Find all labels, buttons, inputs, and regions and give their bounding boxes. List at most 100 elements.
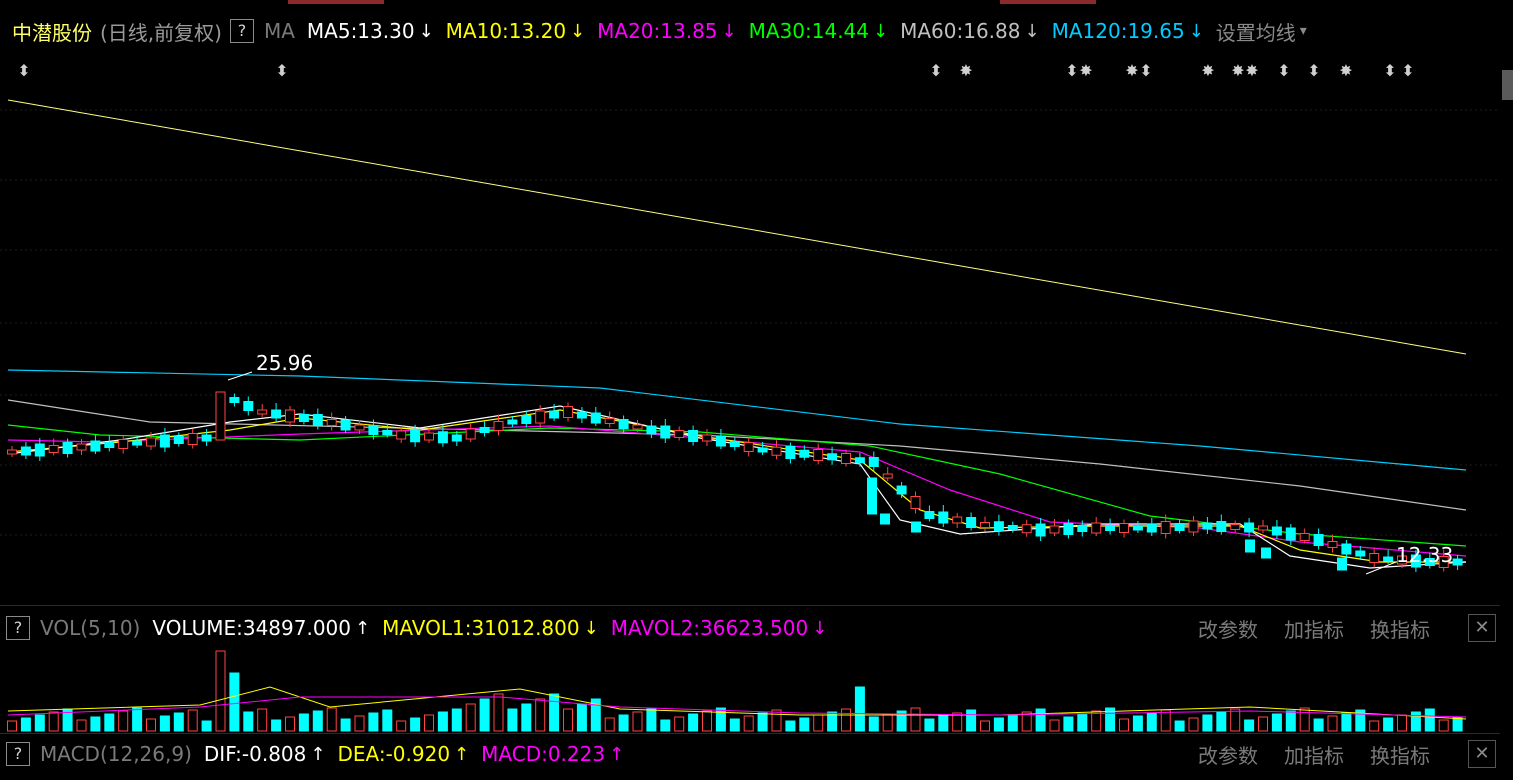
volume-bar [924, 718, 935, 732]
candle-body [1216, 521, 1227, 532]
candle-body [48, 445, 59, 453]
candle-body [1313, 534, 1324, 546]
candle-body [62, 442, 73, 454]
macd-header: ? MACD(12,26,9) DIF:-0.808 ↑ DEA:-0.920 ↑ MA… [6, 741, 636, 767]
candle-body [312, 414, 323, 426]
volume-bar [382, 709, 393, 732]
candle-body [1261, 547, 1271, 559]
add-indicator-button[interactable]: 加指标 [1284, 743, 1344, 768]
volume-bar [451, 708, 462, 732]
macd-indicator-name[interactable]: MACD(12,26,9) [40, 742, 192, 766]
arrow-up-icon: ↑ [454, 743, 470, 765]
candle-body [618, 419, 629, 429]
change-params-button[interactable]: 改参数 [1198, 617, 1258, 642]
candle-body [1438, 556, 1449, 568]
scrollbar-track[interactable] [1500, 68, 1513, 780]
candle-body [1063, 523, 1074, 535]
candle-body [1021, 524, 1032, 534]
candle-body [187, 433, 198, 445]
candle-body [674, 430, 685, 438]
event-marker: ✸ [1245, 61, 1258, 80]
stock-name[interactable]: 中潜股份 [12, 20, 92, 45]
candle-body [1397, 555, 1407, 565]
candle-body [410, 429, 421, 443]
volume-bar [576, 703, 587, 732]
volume-bar [1063, 716, 1074, 732]
arrow-down-icon: ↓ [873, 20, 889, 42]
volume-bar [660, 719, 671, 732]
close-icon[interactable]: ✕ [1468, 740, 1496, 768]
volume-bar [854, 686, 865, 732]
switch-indicator-button[interactable]: 换指标 [1370, 743, 1430, 768]
candle-body [479, 427, 490, 433]
arrow-up-icon: ↑ [310, 743, 326, 765]
high-pointer [227, 371, 253, 381]
candle-body [90, 440, 101, 452]
vol-legend-label: VOLUME:34897.000 [152, 616, 352, 640]
arrow-down-icon: ↓ [1024, 20, 1040, 42]
volume-bar [1216, 711, 1227, 732]
candle-body [243, 401, 254, 411]
candle-body [34, 443, 45, 457]
ma-legend-label: MA10:13.20 [445, 19, 567, 43]
volume-bar [340, 718, 351, 732]
arrow-down-icon: ↓ [721, 20, 737, 42]
candle-body [396, 430, 407, 440]
scrollbar-thumb[interactable] [1502, 70, 1513, 100]
candle-body [368, 425, 379, 435]
volume-bar [1105, 707, 1116, 732]
pane-divider [0, 605, 1500, 606]
ma-legend-item: MA120:19.65 ↓ [1052, 19, 1216, 43]
help-button[interactable]: ? [6, 616, 30, 640]
close-icon[interactable]: ✕ [1468, 614, 1496, 642]
volume-chart[interactable] [0, 645, 1500, 733]
volume-bar [896, 710, 907, 732]
volume-bar [688, 713, 699, 732]
volume-bar [1174, 720, 1185, 732]
volume-bar [993, 717, 1004, 732]
arrow-up-icon: ↑ [355, 617, 371, 639]
candle-body [1146, 523, 1157, 533]
candle-body [507, 419, 518, 425]
ma-legend-item: MA60:16.88 ↓ [900, 19, 1051, 43]
candle-body [966, 517, 977, 528]
candle-body [604, 418, 615, 424]
add-indicator-button[interactable]: 加指标 [1284, 617, 1344, 642]
volume-bar [76, 719, 87, 732]
settings-ma-button[interactable]: 设置均线 ▾ [1216, 17, 1307, 46]
event-marker: ✸ [1125, 61, 1138, 80]
candle-body [1119, 523, 1129, 533]
volume-bar [410, 717, 421, 732]
candle-body [1077, 525, 1088, 532]
arrow-down-icon: ↓ [1188, 20, 1204, 42]
candle-body [827, 453, 838, 461]
candle-body [201, 434, 212, 442]
arrow-down-icon: ↓ [812, 617, 828, 639]
volume-bar [549, 693, 560, 732]
event-marker: ✸ [1231, 61, 1244, 80]
volume-bar [1410, 711, 1421, 732]
macd-legend: DIF:-0.808 ↑ DEA:-0.920 ↑ MACD:0.223 ↑ [204, 742, 636, 766]
candle-body [1007, 525, 1018, 530]
ma-legend-item: MA10:13.20 ↓ [446, 19, 597, 43]
ma60-line [7, 399, 1467, 511]
help-button[interactable]: ? [229, 19, 254, 43]
volume-bar [646, 708, 657, 732]
change-params-button[interactable]: 改参数 [1198, 743, 1258, 768]
volume-bar [20, 717, 31, 732]
switch-indicator-button[interactable]: 换指标 [1370, 617, 1430, 642]
candle-body [785, 446, 796, 459]
candle-body [132, 440, 143, 446]
vol-legend-label: MAVOL2:36623.500 [610, 616, 809, 640]
vol-indicator-name[interactable]: VOL(5,10) [40, 616, 141, 640]
ma-legend-label: MA20:13.85 [597, 19, 718, 43]
help-button[interactable]: ? [6, 742, 30, 766]
candle-body [424, 432, 434, 441]
arrow-down-icon: ↓ [570, 20, 586, 42]
volume-bar [868, 716, 879, 732]
main-chart-header: 中潜股份 (日线,前复权) ? MA MA5:13.30 ↓ MA10:13.20 ↓… [12, 17, 1307, 46]
candle-body [549, 410, 560, 419]
indicator-name[interactable]: MA [263, 19, 295, 43]
volume-bar [1230, 708, 1241, 732]
